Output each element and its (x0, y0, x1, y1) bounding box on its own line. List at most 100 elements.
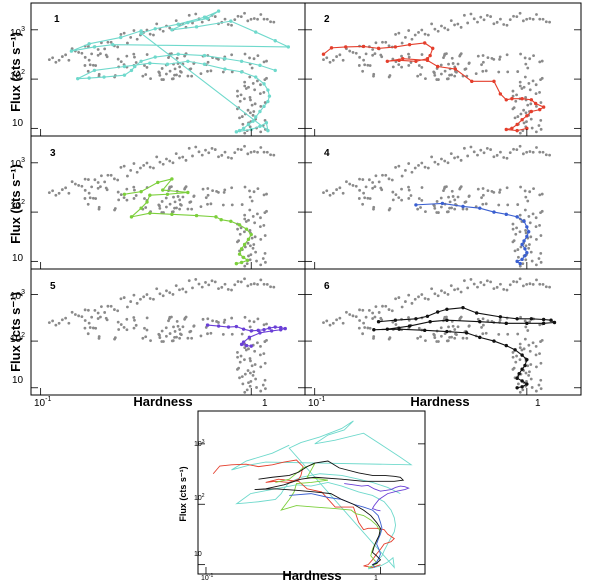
series-point-2 (504, 127, 508, 132)
background-point (239, 226, 243, 230)
series-point-4 (414, 203, 418, 207)
series-point-1 (251, 119, 255, 123)
background-point (526, 199, 530, 203)
background-point (518, 346, 522, 350)
background-point (417, 30, 420, 34)
background-point (497, 70, 501, 74)
background-point (511, 94, 515, 98)
background-point (523, 189, 527, 193)
background-point (484, 69, 488, 73)
background-point (158, 206, 162, 210)
background-point (372, 72, 376, 76)
background-point (535, 146, 538, 149)
series-point-6 (517, 372, 521, 376)
background-point (384, 173, 388, 177)
series-line-3 (124, 178, 252, 265)
background-point (461, 336, 465, 340)
background-point (341, 58, 345, 62)
background-point (272, 153, 276, 157)
series-point-2 (361, 44, 366, 49)
background-point (528, 221, 532, 225)
background-point (248, 96, 252, 99)
background-point (397, 63, 401, 67)
background-point (220, 285, 224, 289)
background-point (247, 381, 250, 385)
background-point (465, 336, 469, 340)
series-point-4 (515, 215, 519, 219)
background-point (90, 315, 94, 319)
background-point (527, 343, 531, 347)
background-point (407, 188, 411, 192)
background-point (248, 111, 252, 115)
background-point (243, 97, 246, 101)
background-point (391, 65, 395, 69)
background-point (243, 185, 247, 189)
background-point (539, 118, 543, 122)
background-point (243, 84, 247, 88)
background-point (423, 32, 427, 36)
background-point (251, 113, 255, 117)
background-point (390, 178, 394, 182)
background-point (117, 328, 121, 331)
combined-series-line-6 (254, 460, 405, 566)
background-point (534, 353, 538, 357)
background-point (525, 283, 529, 286)
background-point (199, 205, 203, 209)
background-point (206, 332, 209, 336)
background-point (248, 189, 251, 193)
background-point (335, 318, 338, 322)
background-point (484, 202, 488, 206)
background-point (331, 191, 335, 195)
background-point (245, 262, 249, 265)
background-point (252, 17, 256, 20)
background-point (223, 282, 227, 286)
background-point (259, 104, 263, 108)
background-point (261, 383, 265, 387)
series-point-3 (129, 215, 134, 219)
background-point (534, 92, 538, 96)
background-point (236, 355, 239, 359)
xlabel-panel-6: Hardness (410, 394, 469, 409)
background-point (223, 188, 227, 192)
series-point-1 (122, 64, 127, 69)
background-point (148, 297, 152, 300)
background-point (527, 373, 531, 377)
series-point-1 (264, 121, 269, 125)
series-point-1 (122, 73, 127, 77)
background-point (524, 325, 528, 329)
background-point (407, 162, 411, 165)
background-point (459, 25, 463, 29)
background-point (186, 336, 190, 340)
background-point (230, 332, 234, 336)
background-point (351, 184, 355, 187)
background-point (364, 315, 368, 319)
background-point (176, 195, 180, 198)
background-point (486, 189, 490, 193)
background-point (47, 191, 51, 195)
background-point (531, 79, 535, 83)
background-point (331, 321, 335, 325)
series-point-1 (216, 9, 221, 13)
background-point (230, 70, 234, 74)
background-point (391, 320, 395, 324)
background-point (174, 19, 178, 23)
series-point-6 (474, 311, 479, 315)
background-point (243, 245, 247, 249)
background-point (106, 40, 110, 44)
series-point-3 (194, 213, 199, 218)
background-point (132, 185, 136, 189)
background-point (440, 289, 443, 293)
background-point (230, 203, 234, 207)
background-point (400, 305, 404, 309)
background-point (252, 320, 256, 324)
background-point (513, 249, 517, 253)
background-point (243, 277, 246, 281)
background-point (116, 320, 120, 324)
background-point (525, 150, 529, 154)
background-point (259, 237, 263, 241)
background-point (240, 203, 244, 206)
background-point (338, 316, 342, 320)
background-point (325, 56, 329, 60)
background-point (243, 80, 247, 84)
background-point (91, 326, 95, 330)
